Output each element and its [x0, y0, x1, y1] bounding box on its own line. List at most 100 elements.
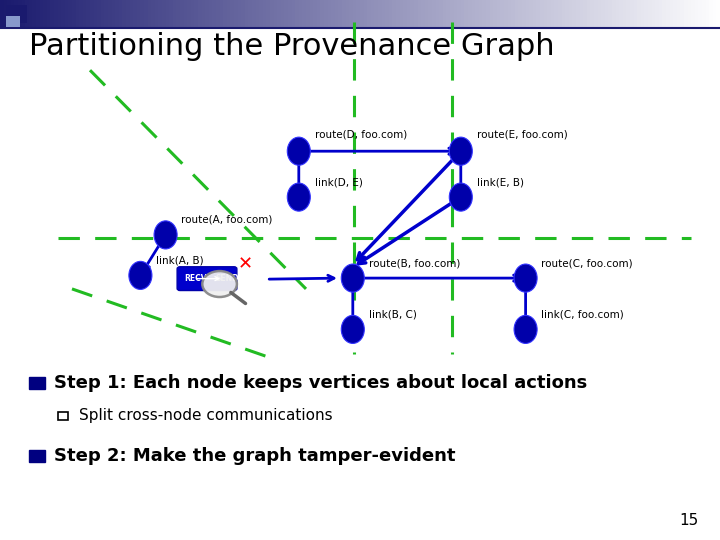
- Bar: [338, 0, 343, 27]
- Text: route(B, foo.com): route(B, foo.com): [369, 258, 460, 268]
- Bar: [666, 0, 670, 27]
- Bar: [500, 0, 505, 27]
- Bar: [508, 0, 512, 27]
- Bar: [425, 0, 429, 27]
- Bar: [590, 0, 595, 27]
- Bar: [637, 0, 642, 27]
- Ellipse shape: [129, 261, 152, 289]
- Bar: [6, 5, 27, 23]
- Bar: [76, 0, 80, 27]
- Bar: [695, 0, 699, 27]
- Bar: [266, 0, 271, 27]
- Bar: [407, 0, 411, 27]
- Bar: [558, 0, 562, 27]
- Bar: [58, 411, 68, 420]
- Ellipse shape: [514, 264, 537, 292]
- Text: route(D, foo.com): route(D, foo.com): [315, 129, 407, 139]
- Bar: [331, 0, 336, 27]
- Bar: [248, 0, 253, 27]
- Bar: [533, 0, 537, 27]
- Bar: [302, 0, 307, 27]
- Bar: [230, 0, 235, 27]
- Bar: [497, 0, 501, 27]
- Bar: [227, 0, 231, 27]
- Bar: [277, 0, 282, 27]
- Bar: [191, 0, 195, 27]
- Bar: [529, 0, 534, 27]
- Bar: [173, 0, 177, 27]
- Bar: [320, 0, 325, 27]
- Bar: [202, 0, 206, 27]
- Bar: [536, 0, 541, 27]
- Ellipse shape: [341, 264, 364, 292]
- Bar: [90, 0, 94, 27]
- Text: route(E, foo.com): route(E, foo.com): [477, 129, 567, 139]
- Bar: [223, 0, 228, 27]
- Bar: [551, 0, 555, 27]
- Bar: [421, 0, 426, 27]
- Bar: [414, 0, 418, 27]
- Bar: [79, 0, 84, 27]
- Bar: [713, 0, 717, 27]
- Bar: [479, 0, 483, 27]
- Bar: [616, 0, 620, 27]
- Bar: [119, 0, 123, 27]
- Bar: [36, 0, 40, 27]
- Bar: [65, 0, 69, 27]
- Bar: [68, 0, 73, 27]
- Bar: [648, 0, 652, 27]
- Bar: [187, 0, 192, 27]
- Bar: [274, 0, 278, 27]
- Bar: [29, 377, 45, 389]
- Bar: [392, 0, 397, 27]
- Bar: [353, 0, 357, 27]
- Bar: [72, 0, 76, 27]
- Bar: [281, 0, 285, 27]
- Bar: [547, 0, 552, 27]
- Bar: [151, 0, 156, 27]
- Bar: [184, 0, 188, 27]
- Bar: [140, 0, 145, 27]
- FancyBboxPatch shape: [177, 267, 237, 291]
- Ellipse shape: [287, 183, 310, 211]
- Bar: [180, 0, 184, 27]
- Bar: [234, 0, 238, 27]
- Bar: [641, 0, 645, 27]
- Bar: [241, 0, 246, 27]
- Bar: [169, 0, 174, 27]
- Bar: [101, 0, 105, 27]
- Bar: [14, 0, 19, 27]
- Bar: [630, 0, 634, 27]
- Bar: [245, 0, 249, 27]
- Bar: [670, 0, 674, 27]
- Text: Split cross-node communications: Split cross-node communications: [79, 408, 333, 423]
- Bar: [155, 0, 159, 27]
- Ellipse shape: [449, 183, 472, 211]
- Bar: [403, 0, 408, 27]
- Ellipse shape: [287, 137, 310, 165]
- Bar: [655, 0, 660, 27]
- Bar: [511, 0, 516, 27]
- Bar: [97, 0, 102, 27]
- Bar: [396, 0, 400, 27]
- Text: route(C, foo.com): route(C, foo.com): [541, 258, 633, 268]
- Bar: [342, 0, 346, 27]
- Bar: [212, 0, 217, 27]
- Bar: [644, 0, 649, 27]
- Text: Step 2: Make the graph tamper-evident: Step 2: Make the graph tamper-evident: [54, 447, 456, 465]
- Bar: [238, 0, 242, 27]
- Bar: [544, 0, 548, 27]
- Bar: [270, 0, 274, 27]
- Bar: [526, 0, 530, 27]
- Bar: [112, 0, 116, 27]
- Bar: [115, 0, 120, 27]
- Bar: [472, 0, 476, 27]
- Text: link(E, B): link(E, B): [477, 177, 523, 187]
- Text: SEND: SEND: [215, 274, 239, 283]
- Bar: [382, 0, 386, 27]
- Text: link(D, E): link(D, E): [315, 177, 362, 187]
- Bar: [47, 0, 51, 27]
- Bar: [6, 16, 20, 27]
- Bar: [144, 0, 148, 27]
- Bar: [104, 0, 109, 27]
